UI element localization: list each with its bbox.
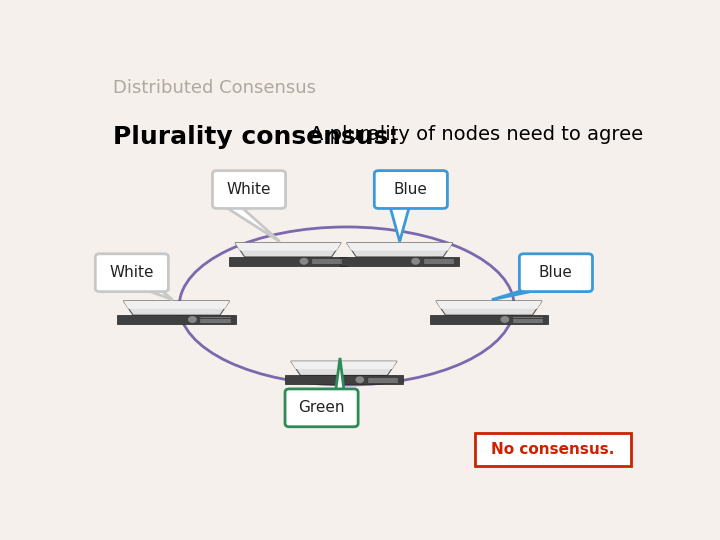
Polygon shape xyxy=(331,358,348,423)
Text: Blue: Blue xyxy=(539,265,573,280)
Polygon shape xyxy=(284,375,403,384)
Polygon shape xyxy=(235,243,341,251)
Polygon shape xyxy=(124,301,230,315)
Polygon shape xyxy=(341,257,459,266)
FancyBboxPatch shape xyxy=(519,254,593,292)
Polygon shape xyxy=(117,315,236,324)
Polygon shape xyxy=(291,361,397,375)
FancyBboxPatch shape xyxy=(374,171,447,208)
Polygon shape xyxy=(436,301,542,309)
Polygon shape xyxy=(291,361,397,369)
Text: Green: Green xyxy=(298,400,345,415)
Polygon shape xyxy=(142,288,173,300)
Text: A plurality of nodes need to agree: A plurality of nodes need to agree xyxy=(310,125,644,144)
Circle shape xyxy=(189,317,196,322)
Polygon shape xyxy=(222,205,280,241)
Circle shape xyxy=(356,377,364,382)
Polygon shape xyxy=(430,315,549,324)
FancyBboxPatch shape xyxy=(285,389,358,427)
Polygon shape xyxy=(436,301,542,315)
Text: Plurality consensus:: Plurality consensus: xyxy=(114,125,399,149)
Circle shape xyxy=(412,259,419,264)
Polygon shape xyxy=(347,243,453,257)
Circle shape xyxy=(300,259,307,264)
Text: White: White xyxy=(109,265,154,280)
Circle shape xyxy=(501,317,508,322)
FancyBboxPatch shape xyxy=(475,433,631,466)
Text: No consensus.: No consensus. xyxy=(492,442,615,457)
Polygon shape xyxy=(492,288,546,300)
Polygon shape xyxy=(347,243,453,251)
Polygon shape xyxy=(235,243,341,257)
Polygon shape xyxy=(229,257,348,266)
Text: White: White xyxy=(227,182,271,197)
FancyBboxPatch shape xyxy=(95,254,168,292)
Polygon shape xyxy=(124,301,230,309)
Text: Distributed Consensus: Distributed Consensus xyxy=(114,79,316,97)
Polygon shape xyxy=(390,205,410,241)
FancyBboxPatch shape xyxy=(212,171,286,208)
Text: Blue: Blue xyxy=(394,182,428,197)
